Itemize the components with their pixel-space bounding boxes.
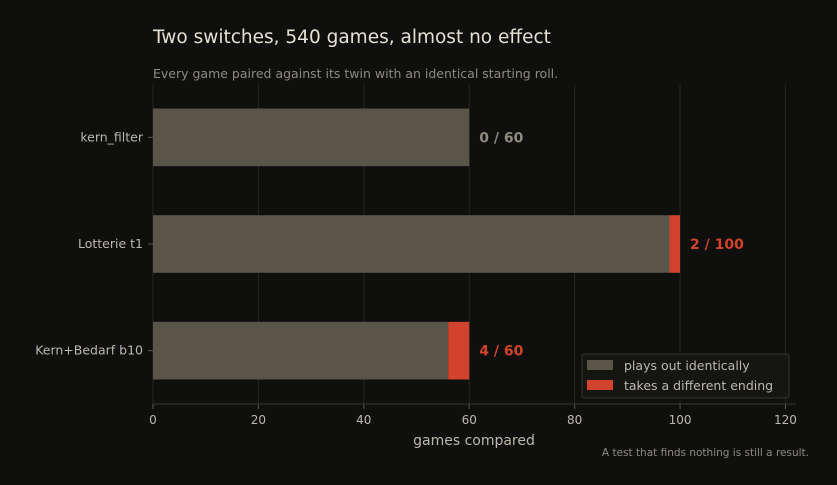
chart-title: Two switches, 540 games, almost no effec… — [152, 27, 551, 48]
footnote: A test that finds nothing is still a res… — [602, 447, 809, 459]
x-tick-label: 120 — [774, 413, 797, 427]
y-axis-categories: kern_filter Lotterie t1 Kern+Bedarf b10 — [35, 129, 153, 358]
bar-identical-0 — [153, 108, 470, 167]
bar-value-label: 4 / 60 — [479, 344, 523, 360]
bars — [153, 108, 681, 380]
legend-label-identical: plays out identically — [624, 358, 750, 373]
x-tick-label: 60 — [462, 413, 477, 427]
legend-swatch-different — [587, 380, 613, 390]
legend: plays out identically takes a different … — [581, 353, 790, 399]
legend-label-different: takes a different ending — [624, 378, 773, 393]
bar-different-1 — [669, 215, 681, 273]
x-tick-label: 20 — [251, 413, 266, 427]
x-axis-ticks: 0 20 40 60 80 100 120 — [149, 404, 797, 427]
legend-box — [581, 353, 790, 399]
y-category-label: kern_filter — [80, 129, 144, 144]
chart-subtitle: Every game paired against its twin with … — [153, 66, 558, 81]
x-axis-label: games compared — [413, 433, 535, 449]
y-category-label: Lotterie t1 — [78, 236, 143, 251]
x-tick-label: 100 — [669, 413, 692, 427]
x-tick-label: 0 — [149, 413, 157, 427]
y-category-label: Kern+Bedarf b10 — [35, 343, 143, 358]
bar-identical-2 — [153, 321, 449, 380]
bar-value-label: 0 / 60 — [479, 130, 523, 146]
bar-value-label: 2 / 100 — [690, 237, 744, 253]
legend-swatch-identical — [587, 360, 613, 370]
x-tick-label: 40 — [356, 413, 371, 427]
x-tick-label: 80 — [567, 413, 582, 427]
bar-different-2 — [448, 321, 470, 380]
data-labels: 0 / 60 2 / 100 4 / 60 — [479, 130, 744, 359]
bar-identical-1 — [153, 215, 670, 273]
